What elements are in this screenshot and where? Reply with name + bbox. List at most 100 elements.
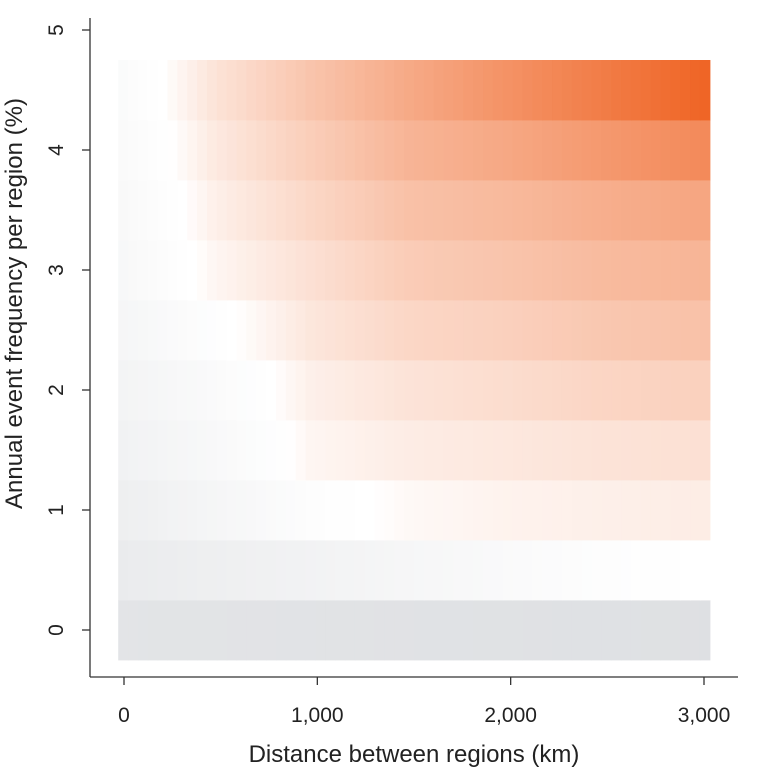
heatmap-cell bbox=[660, 180, 671, 241]
heatmap-cell bbox=[118, 540, 129, 601]
heatmap-cell bbox=[699, 360, 711, 421]
heatmap-cell bbox=[315, 420, 326, 481]
heatmap-cell bbox=[502, 480, 514, 541]
heatmap-cell bbox=[640, 540, 652, 601]
heatmap-cell bbox=[226, 420, 238, 481]
heatmap-cell bbox=[463, 120, 474, 181]
heatmap-cell bbox=[423, 240, 435, 301]
heatmap-cell bbox=[502, 420, 514, 481]
heatmap-cell bbox=[236, 540, 247, 601]
heatmap-cell bbox=[561, 180, 573, 241]
heatmap-cell bbox=[414, 420, 425, 481]
heatmap-cell bbox=[157, 540, 169, 601]
heatmap-cell bbox=[197, 420, 208, 481]
heatmap-cell bbox=[285, 420, 297, 481]
heatmap-cell bbox=[167, 480, 178, 541]
heatmap-cell bbox=[630, 540, 642, 601]
heatmap-cell bbox=[621, 540, 632, 601]
heatmap-cell bbox=[305, 600, 316, 661]
heatmap-cell bbox=[630, 180, 642, 241]
heatmap-cell bbox=[650, 540, 662, 601]
heatmap-cell bbox=[187, 600, 198, 661]
heatmap-cell bbox=[275, 600, 287, 661]
heatmap-cell bbox=[147, 360, 159, 421]
heatmap-cell bbox=[473, 540, 484, 601]
heatmap-cell bbox=[285, 300, 297, 361]
heatmap-cell bbox=[423, 60, 435, 121]
heatmap-cell bbox=[177, 60, 188, 121]
heatmap-cell bbox=[236, 300, 247, 361]
heatmap-cell bbox=[483, 480, 494, 541]
heatmap-cell bbox=[621, 420, 632, 481]
heatmap-cell bbox=[680, 120, 691, 181]
heatmap-cell bbox=[137, 480, 149, 541]
heatmap-cell bbox=[463, 480, 474, 541]
heatmap-cell bbox=[206, 600, 218, 661]
heatmap-cell bbox=[483, 300, 494, 361]
heatmap-cell bbox=[483, 600, 494, 661]
heatmap-cell bbox=[147, 420, 159, 481]
heatmap-cell bbox=[394, 600, 405, 661]
heatmap-cell bbox=[354, 60, 366, 121]
heatmap-cell bbox=[512, 240, 524, 301]
heatmap-cell bbox=[137, 420, 149, 481]
heatmap-cell bbox=[433, 420, 445, 481]
heatmap-cell bbox=[650, 600, 662, 661]
heatmap-cell bbox=[453, 180, 464, 241]
heatmap-cell bbox=[118, 60, 129, 121]
heatmap-cell bbox=[699, 120, 711, 181]
heatmap-cell bbox=[285, 360, 297, 421]
heatmap-cell bbox=[532, 480, 543, 541]
heatmap-cell bbox=[542, 480, 553, 541]
heatmap-cell bbox=[404, 120, 415, 181]
heatmap-cell bbox=[256, 120, 267, 181]
heatmap-cell bbox=[680, 600, 691, 661]
heatmap-cell bbox=[118, 240, 129, 301]
heatmap-cell bbox=[394, 120, 405, 181]
heatmap-cell bbox=[335, 120, 346, 181]
heatmap-cell bbox=[670, 420, 681, 481]
heatmap-cell bbox=[433, 480, 445, 541]
heatmap-cell bbox=[187, 240, 198, 301]
heatmap-cell bbox=[690, 420, 701, 481]
heatmap-cell bbox=[542, 420, 553, 481]
heatmap-cell bbox=[295, 120, 307, 181]
heatmap-cell bbox=[177, 600, 188, 661]
heatmap-cell bbox=[206, 360, 218, 421]
heatmap-cell bbox=[344, 180, 356, 241]
heatmap-cell bbox=[423, 300, 435, 361]
heatmap-cell bbox=[118, 420, 129, 481]
heatmap-cell bbox=[335, 60, 346, 121]
heatmap-cell bbox=[128, 600, 139, 661]
x-tick-label: 2,000 bbox=[484, 704, 537, 727]
heatmap-cell bbox=[384, 480, 395, 541]
heatmap-cell bbox=[414, 540, 425, 601]
x-tick-label: 3,000 bbox=[678, 704, 731, 727]
heatmap-cell bbox=[680, 360, 691, 421]
heatmap-cell bbox=[611, 120, 622, 181]
heatmap-cell bbox=[177, 540, 188, 601]
heatmap-cell bbox=[699, 600, 711, 661]
heatmap-cell bbox=[384, 240, 395, 301]
heatmap-cell bbox=[621, 480, 632, 541]
heatmap-cell bbox=[443, 240, 455, 301]
heatmap-cell bbox=[384, 120, 395, 181]
heatmap-cell bbox=[246, 120, 257, 181]
heatmap-cell bbox=[561, 600, 573, 661]
heatmap-cell bbox=[512, 180, 524, 241]
heatmap-cell bbox=[591, 60, 602, 121]
heatmap-cell bbox=[266, 360, 277, 421]
heatmap-cell bbox=[483, 60, 494, 121]
heatmap-cell bbox=[621, 240, 632, 301]
heatmap-cell bbox=[650, 480, 662, 541]
heatmap-cell bbox=[384, 60, 395, 121]
heatmap-cell bbox=[325, 360, 336, 421]
heatmap-cell bbox=[137, 180, 149, 241]
heatmap-cell bbox=[453, 540, 464, 601]
heatmap-cell bbox=[354, 420, 366, 481]
heatmap-cell bbox=[167, 240, 178, 301]
heatmap-cell bbox=[128, 420, 139, 481]
heatmap-cell bbox=[532, 240, 543, 301]
x-axis-ticks: 0 1,000 2,000 3,000 bbox=[118, 677, 730, 727]
heatmap-cell bbox=[552, 540, 563, 601]
